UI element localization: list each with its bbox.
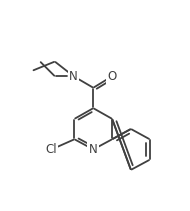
Text: N: N — [69, 70, 78, 83]
Text: Cl: Cl — [46, 143, 57, 156]
Text: N: N — [89, 143, 98, 156]
Text: O: O — [108, 70, 117, 83]
